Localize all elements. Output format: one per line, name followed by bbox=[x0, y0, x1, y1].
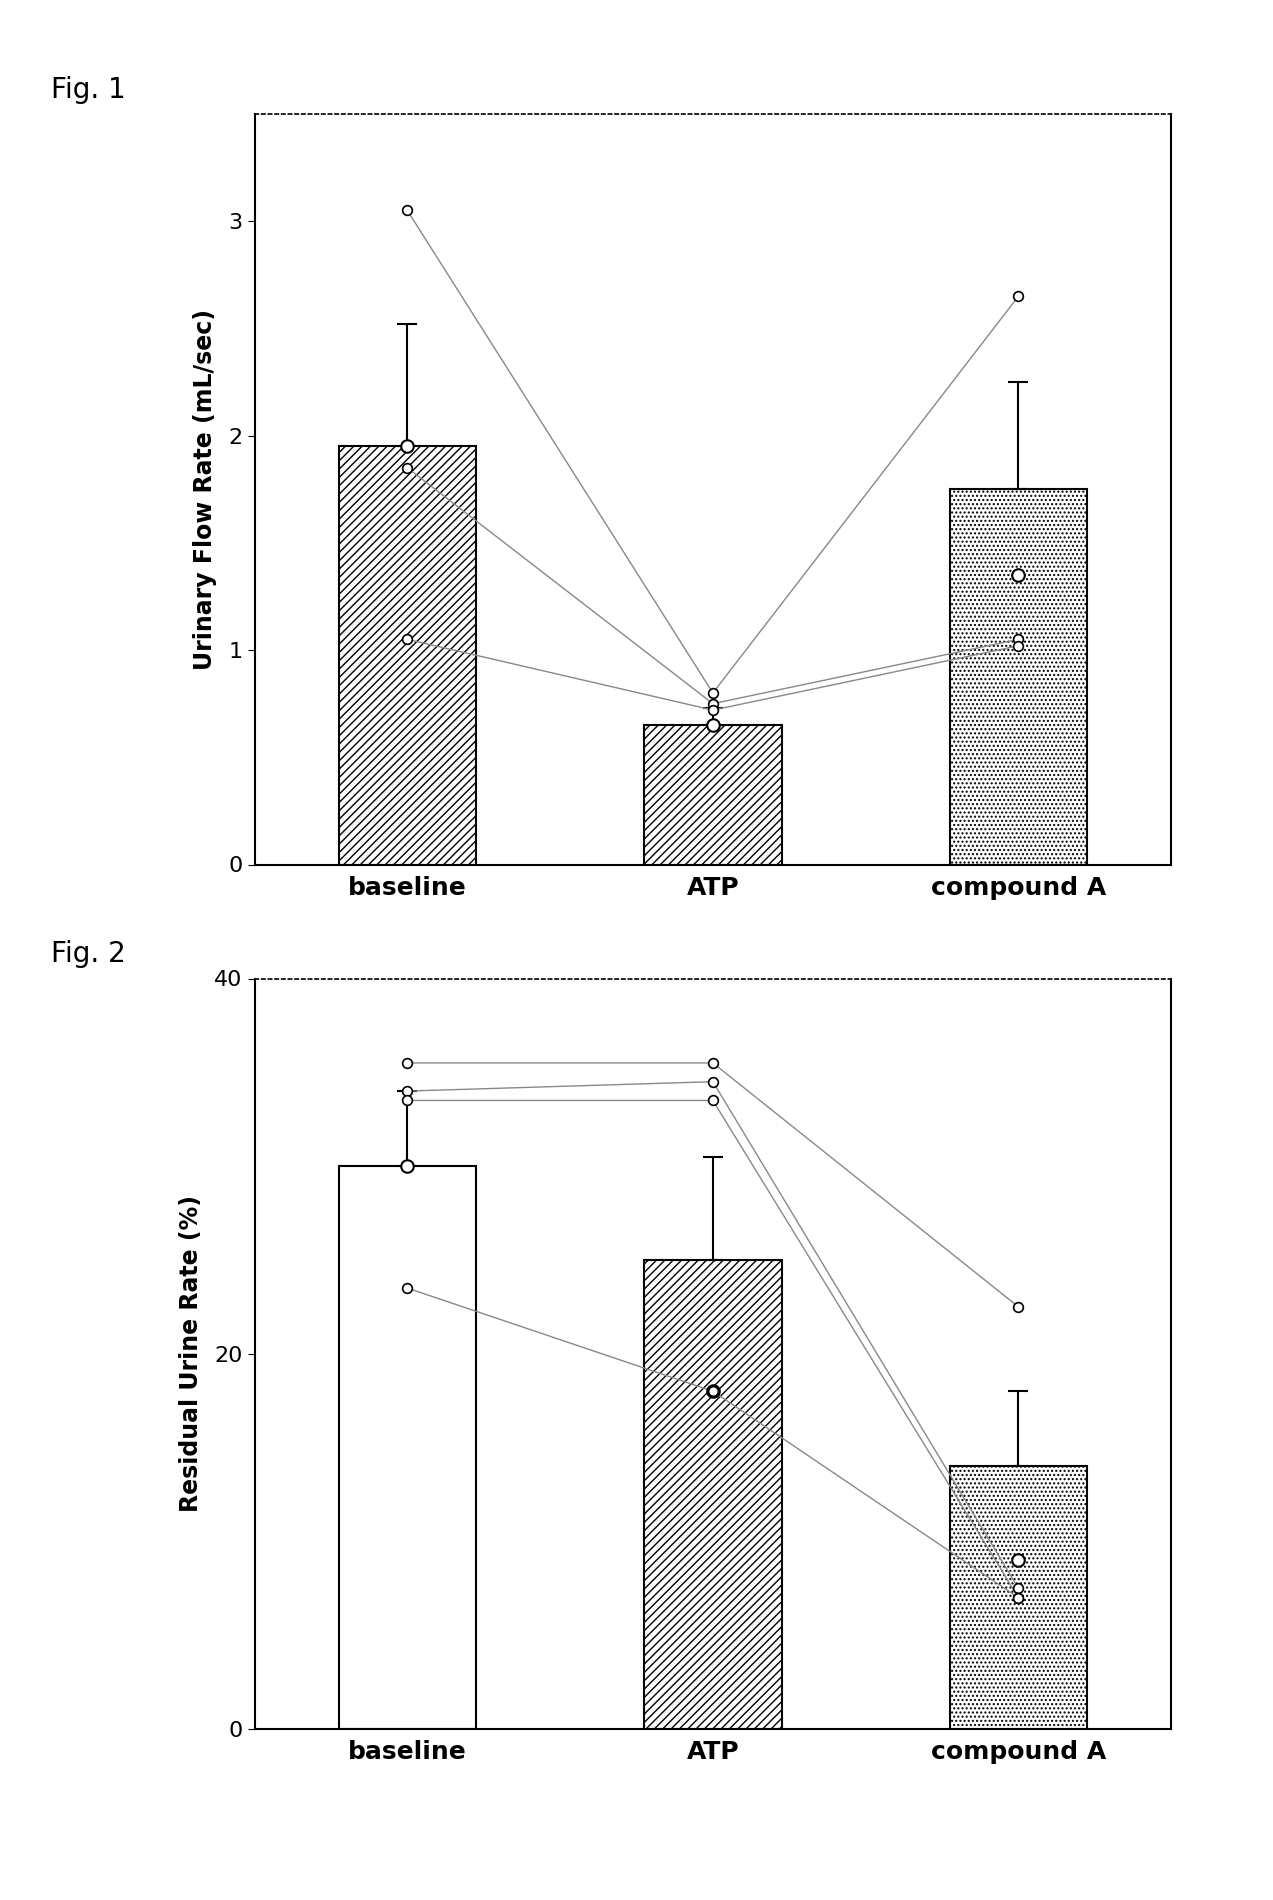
Y-axis label: Residual Urine Rate (%): Residual Urine Rate (%) bbox=[179, 1195, 204, 1512]
Y-axis label: Urinary Flow Rate (mL/sec): Urinary Flow Rate (mL/sec) bbox=[193, 308, 218, 671]
Bar bbox=[644, 726, 782, 865]
Bar bbox=[950, 1467, 1087, 1729]
Bar bbox=[644, 1260, 782, 1729]
Bar bbox=[950, 490, 1087, 864]
Text: Fig. 2: Fig. 2 bbox=[51, 940, 126, 969]
Bar bbox=[339, 446, 476, 864]
Text: Fig. 1: Fig. 1 bbox=[51, 76, 126, 104]
Bar bbox=[339, 1167, 476, 1729]
